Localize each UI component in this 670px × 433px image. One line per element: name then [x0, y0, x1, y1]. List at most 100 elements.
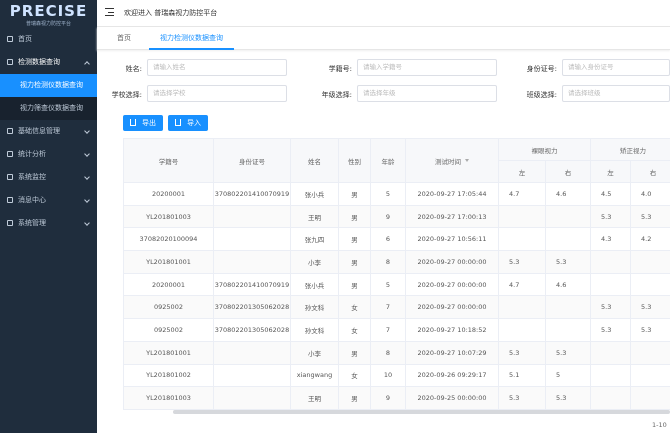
welcome-text: 欢迎进入 普瑞森视力防控平台 — [124, 9, 218, 17]
field-label: 学校选择: — [111, 91, 142, 99]
column-header: 年龄 — [370, 138, 406, 183]
menu-item[interactable]: 系统管理 — [0, 212, 97, 235]
tab-bar: 首页 视力检测仪数据查询 — [97, 27, 670, 50]
table-cell: 4.7 — [498, 272, 546, 297]
table-cell: 4.0 — [630, 182, 670, 206]
table-cell: 2020-09-27 10:07:29 — [405, 340, 499, 365]
menu-icon — [7, 174, 13, 180]
table-cell: 男 — [338, 340, 371, 365]
chevron — [84, 220, 90, 226]
data-table: 学籍号 身份证号 姓名 性别 年龄 测试时间 裸眼视力 矫正视力左右左右 20200001 370… — [123, 138, 670, 410]
table-cell — [545, 204, 591, 229]
table-cell — [590, 340, 631, 365]
table-cell: 王明 — [290, 386, 339, 410]
table-cell: 5.3 — [498, 386, 546, 410]
table-cell: 女 — [338, 295, 371, 320]
table-cell: 7 — [370, 318, 406, 342]
button-label: 导出 — [142, 119, 156, 127]
table-cell: 5.3 — [545, 250, 591, 274]
header-text: 年龄 — [381, 157, 395, 166]
chevron — [84, 174, 90, 180]
menu-icon — [7, 36, 13, 42]
header-text: 身份证号 — [239, 157, 265, 166]
table-cell: 男 — [338, 386, 371, 410]
table-cell: 5.3 — [498, 250, 546, 274]
table-cell: 张小兵 — [290, 272, 339, 297]
menu-icon — [7, 151, 13, 157]
table-cell: 男 — [338, 227, 371, 252]
input[interactable]: 请选择学校 — [147, 85, 287, 102]
column-header: 姓名 — [290, 138, 339, 183]
table-cell: 2020-09-27 00:00:00 — [405, 295, 499, 320]
table-row: YL201801003 王明男 9 2020-09-25 00:00:00 5.3 5.3 — [123, 386, 670, 410]
header-row: 左右左右 — [124, 160, 670, 183]
menu-item[interactable]: 消息中心 — [0, 189, 97, 212]
field-label: 身份证号: — [526, 65, 557, 73]
logo-subtitle: 普瑞森视力防控平台 — [25, 21, 71, 27]
menu-label: 基础信息管理 — [18, 127, 60, 135]
scrollbar[interactable] — [173, 410, 670, 414]
sidebar: PRECISE 普瑞森视力防控平台 首页 检测数据查询 视力检测仪数据查询 视力筛查仪… — [0, 0, 97, 433]
chevron — [84, 128, 90, 134]
table-cell: 5.3 — [498, 340, 546, 365]
table-cell: 5.3 — [590, 318, 631, 342]
menu-item[interactable]: 检测数据查询 — [0, 51, 97, 74]
field-label: 姓名: — [125, 65, 142, 73]
menu-toggle[interactable] — [105, 8, 114, 16]
input[interactable]: 请选择年级 — [357, 85, 497, 102]
menu-item[interactable]: 基础信息管理 — [0, 120, 97, 143]
table-cell — [498, 204, 546, 229]
table-cell: 370802201410070919 — [213, 272, 291, 297]
table-cell: 王明 — [290, 204, 339, 229]
menu-item[interactable]: 首页 — [0, 28, 97, 51]
input[interactable]: 请选择班级 — [562, 85, 670, 102]
table-cell — [498, 318, 546, 342]
table-cell: 4.2 — [630, 227, 670, 252]
import-button[interactable]: 导入 — [168, 115, 208, 131]
table-cell — [630, 340, 670, 365]
input[interactable]: 请输入学籍号 — [357, 59, 497, 76]
table-row: YL201801002 xiangwang 女 10 2020-09-26 09:29:… — [123, 363, 670, 388]
table-row: YL201801001 小李男 8 2020-09-27 00:00:00 5.3 5.3 — [123, 250, 670, 274]
menu-icon — [7, 197, 13, 203]
table-cell: 5.3 — [630, 204, 670, 229]
table-cell: 370802201305062028 — [213, 295, 291, 320]
export-button[interactable]: 导出 — [123, 115, 163, 131]
chevron — [84, 61, 90, 67]
submenu-item[interactable]: 视力筛查仪数据查询 — [0, 97, 97, 120]
table-cell — [630, 272, 670, 297]
table-cell: 4.7 — [498, 182, 546, 206]
table-cell — [213, 363, 291, 388]
column-header: 身份证号 — [213, 138, 291, 183]
table-cell: 5.1 — [498, 363, 546, 388]
table-cell: xiangwang — [290, 363, 339, 388]
field-label: 年级选择: — [321, 91, 352, 99]
table-cell: 张九四 — [290, 227, 339, 252]
table-cell — [213, 340, 291, 365]
header: 欢迎进入 普瑞森视力防控平台 — [97, 0, 670, 27]
column-header: 学籍号 — [123, 138, 214, 183]
menu-icon — [7, 128, 13, 134]
table-row: 0925002 370802201305062028 孙文科女 7 2020-09-27… — [123, 295, 670, 320]
table-cell: 男 — [338, 250, 371, 274]
table-cell: 2020-09-27 17:05:44 — [405, 182, 499, 206]
table-cell: 0925002 — [123, 295, 214, 320]
table-cell: YL201801002 — [123, 363, 214, 388]
menu-icon — [7, 59, 13, 65]
table-cell: 5.3 — [630, 295, 670, 320]
table-cell — [590, 250, 631, 274]
table-wrapper: 学籍号 身份证号 姓名 性别 年龄 测试时间 裸眼视力 矫正视力左右左右 20200001 370… — [123, 138, 670, 410]
submenu-item[interactable]: 视力检测仪数据查询 — [0, 74, 97, 97]
input[interactable]: 请输入身份证号 — [562, 59, 670, 76]
table-cell — [630, 363, 670, 388]
tab[interactable]: 视力检测仪数据查询 — [149, 27, 234, 50]
table-cell: 8 — [370, 340, 406, 365]
table-cell: 女 — [338, 363, 371, 388]
sort-icon[interactable] — [465, 159, 469, 164]
menu-item[interactable]: 系统监控 — [0, 166, 97, 189]
tab[interactable]: 首页 — [117, 34, 131, 42]
header-text: 测试时间 — [435, 157, 461, 166]
menu-item[interactable]: 统计分析 — [0, 143, 97, 166]
input[interactable]: 请输入姓名 — [147, 59, 287, 76]
menu-label: 首页 — [18, 35, 32, 43]
